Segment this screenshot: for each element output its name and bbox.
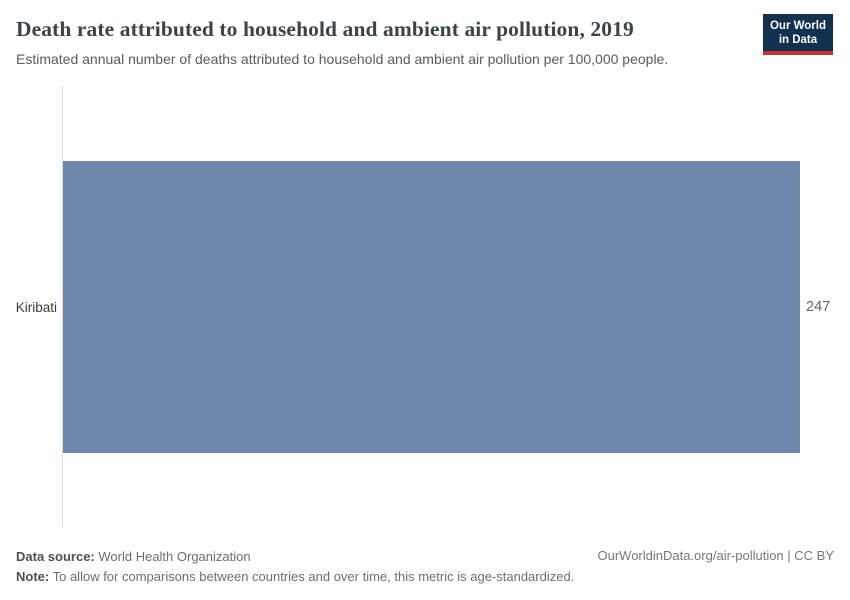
value-label-kiribati: 247: [806, 299, 831, 315]
bar-kiribati[interactable]: [63, 161, 800, 453]
note-line: Note: To allow for comparisons between c…: [16, 567, 834, 587]
chart-footer: Data source: World Health Organization N…: [16, 547, 834, 587]
note-value: To allow for comparisons between countri…: [52, 569, 575, 584]
data-source-label: Data source:: [16, 549, 95, 564]
citation-link[interactable]: OurWorldinData.org/air-pollution | CC BY: [597, 548, 834, 563]
footer-left: Data source: World Health Organization N…: [16, 547, 834, 587]
note-label: Note:: [16, 569, 50, 584]
owid-logo: Our World in Data: [762, 14, 833, 55]
data-source-value: World Health Organization: [98, 549, 251, 564]
chart-title: Death rate attributed to household and a…: [16, 17, 634, 41]
owid-logo-line1: Our World: [769, 20, 826, 32]
data-source-line: Data source: World Health Organization: [16, 547, 834, 567]
entity-label-kiribati: Kiribati: [15, 299, 57, 315]
owid-logo-line2: in Data: [778, 34, 818, 46]
chart-subtitle: Estimated annual number of deaths attrib…: [16, 51, 669, 67]
y-axis-line: [62, 85, 63, 527]
